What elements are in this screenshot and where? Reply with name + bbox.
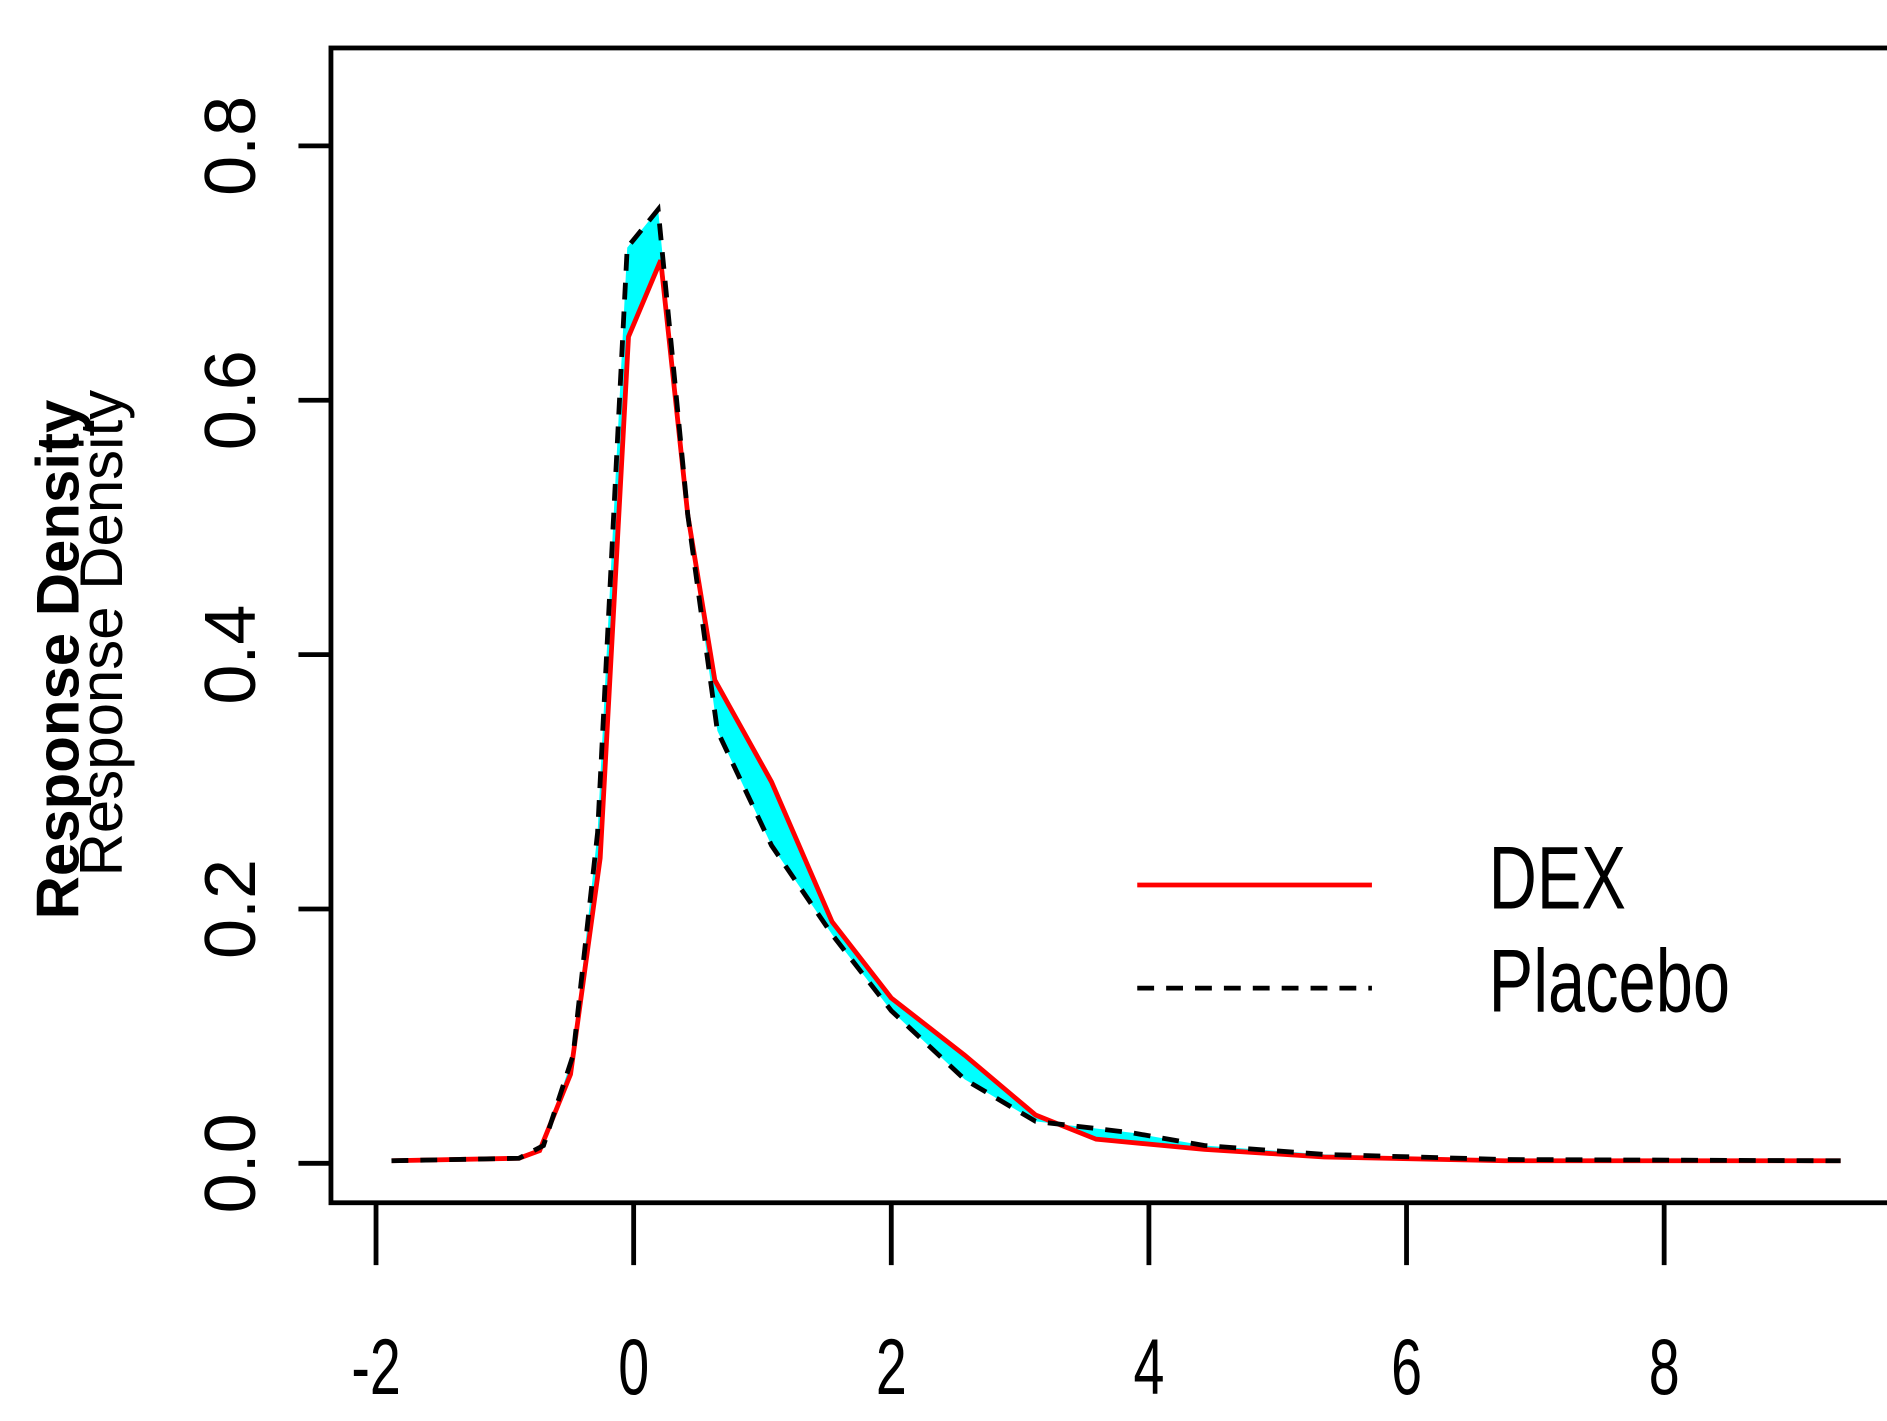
- x-tick-label: 4: [1133, 1323, 1164, 1411]
- x-tick-label: 0: [618, 1323, 649, 1411]
- y-axis-title: Response Density: [24, 399, 91, 919]
- x-tick-label: 2: [876, 1323, 907, 1411]
- y-tick-label: 0.0: [191, 1113, 271, 1213]
- x-tick-label: -2: [351, 1323, 400, 1411]
- y-tick-label: 0.6: [191, 350, 271, 450]
- line: [391, 203, 1841, 1164]
- x-tick-label: 8: [1649, 1323, 1680, 1411]
- line: [391, 259, 1841, 1164]
- y-tick-label: 0.2: [191, 859, 271, 959]
- y-axis-title: Response Density: [68, 390, 135, 876]
- legend-label: DEX: [1489, 828, 1626, 927]
- y-tick-label: 0.4: [191, 605, 271, 705]
- plot-frame: [328, 45, 1887, 1206]
- y-tick-label: 0.8: [191, 96, 271, 196]
- legend-label: Placebo: [1489, 931, 1730, 1030]
- x-tick-label: 6: [1391, 1323, 1422, 1411]
